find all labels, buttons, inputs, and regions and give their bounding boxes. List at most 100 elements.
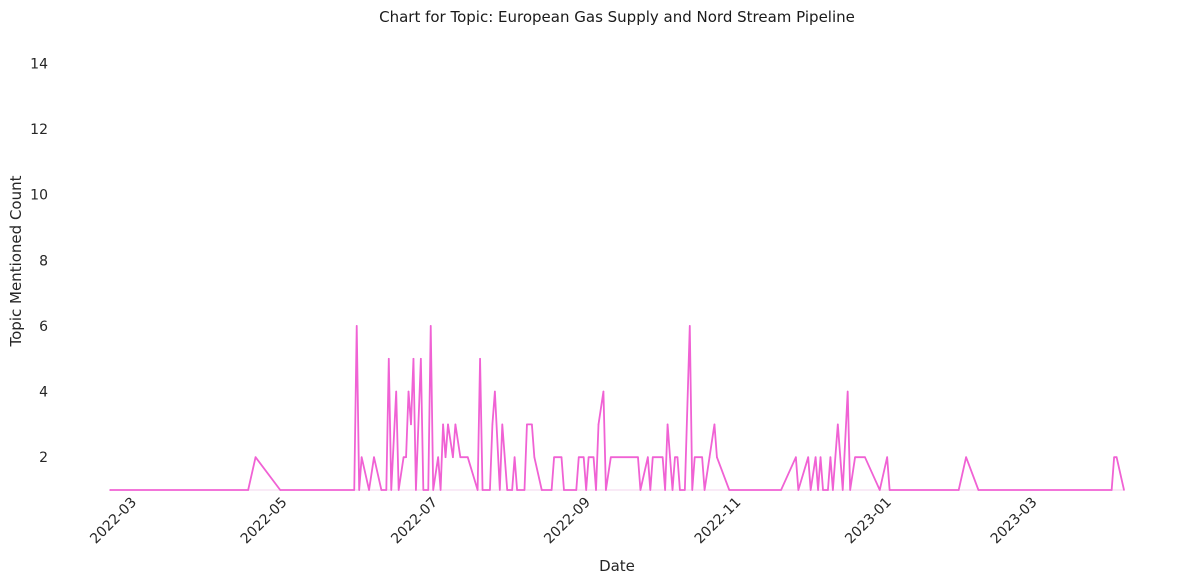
data-point — [671, 489, 674, 491]
data-point — [254, 456, 257, 458]
data-point — [809, 489, 812, 491]
x-tick-label: 2023-01 — [842, 495, 895, 548]
data-point — [355, 325, 358, 327]
data-point — [585, 489, 587, 491]
data-point — [491, 423, 494, 426]
data-point — [499, 489, 501, 491]
y-tick-label: 6 — [39, 319, 48, 335]
data-point — [592, 456, 595, 458]
data-point — [390, 489, 393, 491]
data-point — [701, 456, 703, 458]
data-point — [358, 489, 360, 491]
data-point — [977, 489, 980, 491]
data-point — [827, 489, 829, 491]
data-point — [807, 456, 809, 458]
data-point — [797, 489, 800, 491]
y-axis-label: Topic Mentioned Count — [7, 175, 25, 347]
data-point — [454, 423, 457, 426]
data-point — [649, 489, 652, 491]
chart-title: Chart for Topic: European Gas Supply and… — [379, 8, 855, 26]
data-point — [437, 456, 439, 458]
data-point — [563, 489, 565, 491]
data-point — [407, 390, 410, 393]
data-point — [402, 456, 405, 458]
data-point — [444, 456, 447, 458]
y-axis-ticks: 2 4 6 8 10 12 14 — [30, 56, 48, 466]
y-tick-label: 12 — [30, 122, 48, 138]
data-point — [439, 489, 442, 491]
data-point — [429, 325, 432, 327]
data-point — [610, 456, 612, 458]
data-point — [829, 456, 832, 458]
x-tick-label: 2022-07 — [388, 495, 441, 548]
data-point — [387, 357, 390, 360]
data-point — [688, 325, 691, 327]
data-point — [368, 489, 370, 491]
data-point — [674, 456, 676, 458]
data-point — [540, 489, 543, 491]
data-point — [494, 390, 496, 393]
data-point — [513, 456, 516, 458]
data-point — [447, 423, 449, 426]
data-point — [878, 489, 881, 491]
data-point — [501, 423, 504, 426]
data-point — [1123, 489, 1125, 491]
data-point — [691, 489, 694, 491]
data-point — [410, 423, 412, 426]
data-point — [575, 489, 578, 491]
data-point — [854, 456, 856, 458]
data-point — [639, 489, 642, 491]
x-tick-label: 2023-03 — [988, 495, 1041, 548]
data-point — [965, 456, 967, 458]
data-point — [661, 456, 664, 458]
data-point — [822, 489, 824, 491]
data-point — [353, 489, 356, 491]
data-point — [886, 456, 888, 458]
data-point — [405, 456, 407, 458]
data-point — [550, 489, 553, 491]
data-point — [360, 456, 363, 458]
data-point — [713, 423, 716, 426]
data-point — [708, 456, 711, 458]
data-point — [385, 489, 388, 491]
data-point — [795, 456, 797, 458]
x-tick-label: 2022-03 — [87, 495, 140, 548]
data-points — [109, 325, 1125, 491]
data-point — [582, 456, 585, 458]
data-point — [560, 456, 563, 458]
data-point — [577, 456, 580, 458]
data-point — [476, 489, 479, 491]
y-tick-label: 2 — [39, 450, 48, 466]
data-point — [397, 489, 400, 491]
data-point — [380, 489, 383, 491]
data-point — [526, 423, 528, 426]
data-point — [666, 423, 669, 426]
data-point — [511, 489, 513, 491]
y-tick-label: 8 — [39, 253, 48, 269]
data-point — [415, 489, 417, 491]
data-point — [679, 489, 681, 491]
data-point — [553, 456, 555, 458]
data-point — [846, 390, 849, 393]
data-point — [506, 489, 509, 491]
x-axis-label: Date — [599, 557, 635, 575]
data-point — [479, 357, 481, 360]
data-point — [832, 489, 834, 491]
x-tick-label: 2022-09 — [541, 495, 594, 548]
data-point — [817, 489, 819, 491]
y-tick-label: 14 — [30, 56, 48, 72]
x-tick-label: 2022-05 — [238, 495, 291, 548]
data-point — [523, 489, 526, 491]
y-tick-label: 4 — [39, 385, 48, 401]
data-point — [595, 489, 597, 491]
data-point — [373, 456, 375, 458]
data-point — [452, 456, 454, 458]
data-point — [841, 489, 844, 491]
data-point — [839, 456, 842, 458]
data-point — [420, 357, 422, 360]
data-point — [864, 456, 866, 458]
data-point — [664, 489, 666, 491]
data-point — [684, 489, 686, 491]
data-point — [395, 390, 397, 393]
